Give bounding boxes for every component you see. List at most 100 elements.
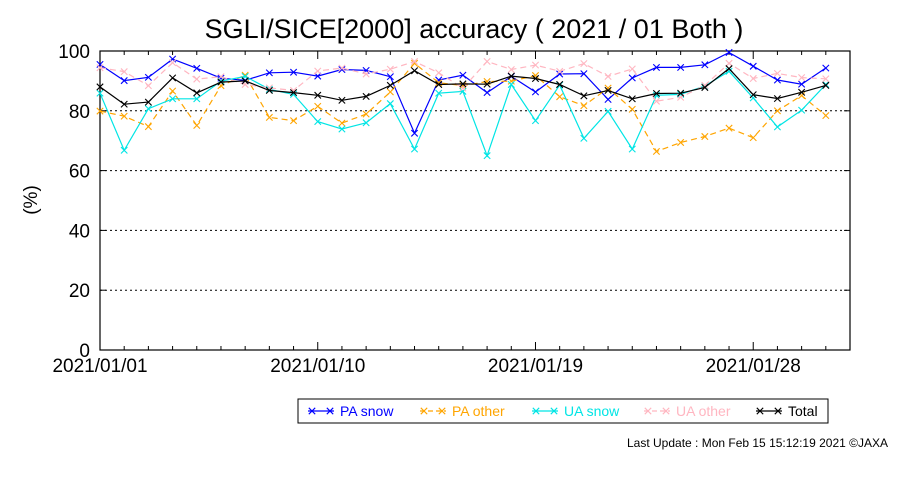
data-point (168, 95, 177, 103)
y-tick-label: 100 (58, 42, 90, 63)
data-point (749, 134, 757, 142)
data-point (483, 80, 491, 88)
legend-marker (326, 407, 334, 415)
data-point (531, 117, 540, 125)
data-point (652, 89, 661, 98)
data-point (531, 71, 540, 80)
chart-title: SGLI/SICE[2000] accuracy ( 2021 / 01 Bot… (205, 14, 744, 44)
data-point (725, 67, 733, 75)
data-point (265, 85, 273, 93)
data-point (604, 72, 612, 81)
data-point (314, 67, 322, 75)
data-point (822, 64, 830, 72)
legend-box (297, 398, 829, 424)
data-point (265, 113, 273, 121)
data-point (822, 111, 830, 120)
legend-marker (308, 407, 316, 415)
plot-frame (99, 50, 851, 351)
data-point (410, 145, 419, 153)
data-point (193, 89, 201, 97)
data-point (289, 88, 298, 97)
data-point (677, 89, 685, 97)
data-point (701, 132, 709, 141)
series-pa-snow (96, 48, 830, 137)
data-point (193, 121, 201, 130)
data-point (580, 92, 588, 100)
data-point (580, 134, 588, 142)
legend-entry: UA snow (532, 403, 620, 419)
y-tick-label: 60 (69, 162, 90, 183)
data-point (362, 70, 370, 78)
data-point (144, 123, 152, 131)
data-point (386, 88, 394, 96)
data-point (749, 94, 757, 102)
legend-label: UA snow (564, 403, 620, 419)
data-point (338, 65, 346, 74)
data-point (144, 98, 152, 106)
data-point (652, 147, 661, 156)
data-point (193, 75, 201, 83)
data-point (362, 119, 370, 127)
data-point (822, 81, 830, 89)
data-point (604, 107, 612, 115)
grid-lines (100, 110, 850, 291)
data-point (773, 94, 782, 103)
data-point (507, 65, 515, 74)
data-point (604, 95, 612, 104)
data-point (725, 59, 733, 67)
legend-marker (756, 407, 764, 415)
data-point (556, 93, 564, 101)
x-tick-label: 2021/01/19 (488, 356, 583, 377)
data-point (701, 83, 709, 92)
data-point (677, 138, 685, 147)
data-point (531, 88, 540, 96)
data-point (773, 123, 782, 131)
data-point (265, 86, 273, 95)
data-point (798, 80, 806, 88)
data-point (725, 65, 733, 73)
data-point (459, 71, 467, 79)
legend-marker (644, 407, 652, 415)
data-point (314, 102, 322, 110)
data-point (556, 67, 564, 75)
legend-entry: Total (756, 403, 818, 419)
data-point (241, 77, 249, 85)
series-total (96, 65, 830, 108)
data-point (459, 80, 467, 88)
data-point (798, 88, 806, 96)
data-point (96, 83, 104, 91)
data-point (749, 74, 757, 83)
data-point (822, 80, 830, 89)
data-point (144, 82, 152, 90)
data-point (749, 62, 757, 70)
data-point (531, 61, 540, 69)
data-point (628, 95, 636, 103)
data-point (338, 64, 346, 72)
axes: 0 20 40 60 80 100 2021/01/01 2021/01/10 2021/01/… (52, 42, 851, 377)
y-axis-label: (%) (21, 185, 42, 215)
series-ua-snow (96, 67, 830, 160)
data-point (338, 96, 346, 104)
data-point (120, 112, 128, 120)
data-point (652, 63, 661, 72)
data-point (798, 74, 806, 82)
data-point (265, 69, 273, 77)
data-point (410, 129, 419, 137)
data-point (556, 70, 564, 78)
data-point (410, 59, 419, 67)
data-point (386, 65, 394, 73)
data-point (338, 125, 346, 133)
data-point (628, 145, 636, 153)
data-point (144, 73, 152, 81)
data-point (314, 117, 322, 126)
data-point (168, 55, 177, 63)
legend-marker (420, 407, 428, 415)
data-point (773, 76, 782, 84)
data-point (556, 80, 564, 89)
data-point (144, 105, 152, 113)
data-point (362, 92, 370, 101)
series-lines (96, 48, 830, 160)
data-point (120, 68, 128, 76)
data-point (168, 59, 177, 67)
data-point (120, 100, 128, 108)
